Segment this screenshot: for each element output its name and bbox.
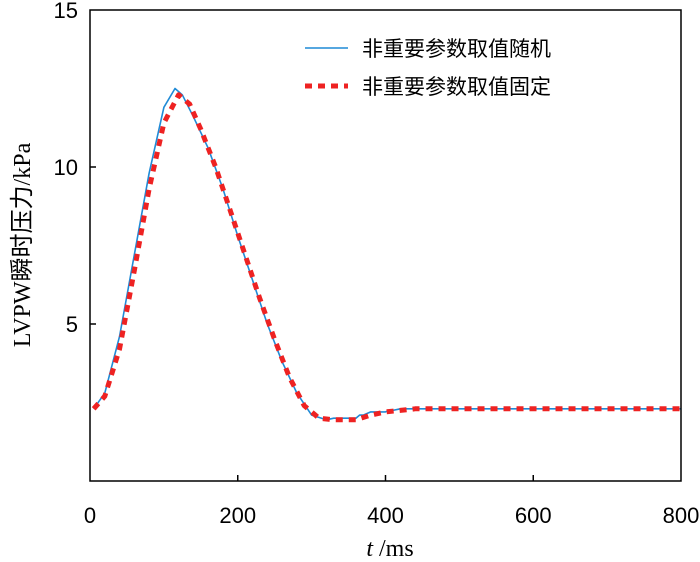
- x-tick-label: 200: [219, 503, 256, 528]
- y-tick-label: 5: [66, 312, 78, 337]
- y-tick-label: 10: [54, 155, 78, 180]
- x-axis-label-unit: /ms: [373, 536, 414, 562]
- legend-label-1: 非重要参数取值随机: [362, 37, 551, 61]
- y-axis-label: LVPW瞬时压力/kPa: [9, 142, 36, 347]
- y-tick-label: 15: [54, 0, 78, 23]
- x-tick-label: 400: [367, 503, 404, 528]
- x-tick-label: 600: [515, 503, 552, 528]
- series-line-1: [93, 87, 681, 421]
- x-axis-label: t /ms: [366, 536, 413, 562]
- legend-label-2: 非重要参数取值固定: [362, 75, 551, 99]
- x-tick-label: 800: [663, 503, 700, 528]
- x-tick-label: 0: [84, 503, 96, 528]
- x-axis-label-variable: t: [366, 536, 374, 562]
- series-line-2: [91, 92, 681, 423]
